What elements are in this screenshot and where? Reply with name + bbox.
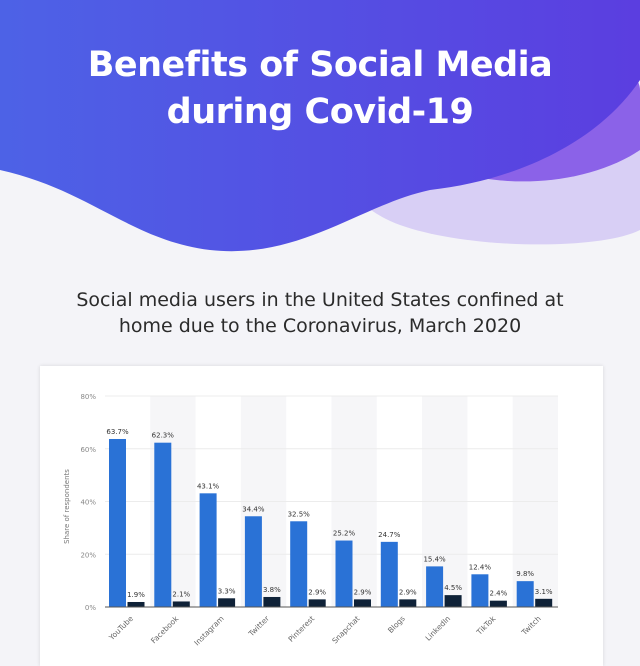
data-label: 4.5% [444,584,462,592]
bar-snapchat-series1 [335,540,353,607]
data-label: 2.9% [399,588,417,596]
data-label: 25.2% [333,530,356,538]
data-label: 32.5% [288,510,311,518]
bar-linkedin-series2 [444,595,462,607]
bar-tiktok-series1 [471,574,489,607]
data-label: 2.9% [308,588,326,596]
data-label: 15.4% [423,555,446,563]
subtitle-line-1: Social media users in the United States … [76,289,564,311]
data-label: 63.7% [106,428,129,436]
bar-chart: 0% 20% 40% 60% 80% Share of respondents 63.7% 1… [63,393,558,647]
x-tick-label: Instagram [192,614,225,647]
data-label: 43.1% [197,482,220,490]
bar-instagram-series2 [218,598,236,607]
data-label: 3.1% [535,588,553,596]
chart-card: 0% 20% 40% 60% 80% Share of respondents 63.7% 1… [40,366,603,666]
page-title: Benefits of Social Media during Covid-19 [0,42,640,136]
bar-twitch-series2 [535,598,553,607]
data-label: 24.7% [378,531,401,539]
y-axis-label: Share of respondents [63,469,71,544]
bar-youtube-series2 [127,601,145,607]
data-label: 62.3% [152,432,175,440]
bar-twitch-series1 [516,581,534,607]
data-label: 2.1% [172,590,190,598]
data-label: 2.9% [354,588,372,596]
bar-snapchat-series2 [354,599,371,607]
bar-instagram-series1 [199,493,217,607]
data-label: 34.4% [242,505,265,513]
y-tick-label: 80% [80,393,96,401]
bar-facebook-series2 [172,601,190,607]
bar-pinterest-series1 [290,521,308,607]
bar-pinterest-series2 [308,599,326,607]
data-label: 3.8% [263,586,281,594]
blue-wave-shape [0,0,640,252]
x-tick-label: Facebook [149,614,181,646]
y-tick-label: 60% [80,446,96,454]
title-line-2: during Covid-19 [166,92,474,132]
data-label: 12.4% [469,563,492,571]
data-label: 1.9% [127,591,145,599]
data-label: 2.4% [490,590,508,598]
bar-facebook-series1 [154,442,172,607]
x-tick-label: Twitch [519,614,543,638]
title-line-1: Benefits of Social Media [87,45,553,85]
bar-twitter-series2 [263,596,281,607]
bar-youtube-series1 [109,438,126,607]
bar-linkedin-series1 [426,566,444,607]
y-tick-label: 0% [85,604,96,612]
y-tick-label: 20% [80,551,96,559]
bar-tiktok-series2 [489,600,507,607]
bar-blogs-series1 [380,541,398,607]
subtitle-line-2: home due to the Coronavirus, March 2020 [118,315,522,337]
data-label: 9.8% [516,570,534,578]
y-tick-label: 40% [80,499,96,507]
x-tick-label: LinkedIn [424,614,453,643]
x-tick-label: Twitter [246,613,271,638]
x-tick-label: Snapchat [330,614,361,645]
x-tick-label: Blogs [386,614,407,635]
bar-blogs-series2 [399,599,417,607]
x-tick-label: Pinterest [286,614,316,644]
chart-subtitle: Social media users in the United States … [0,287,640,339]
bar-twitter-series1 [244,516,262,607]
data-label: 3.3% [218,587,236,595]
header-background [0,0,640,252]
x-tick-label: YouTube [106,614,135,643]
x-tick-label: TikTok [474,614,498,638]
